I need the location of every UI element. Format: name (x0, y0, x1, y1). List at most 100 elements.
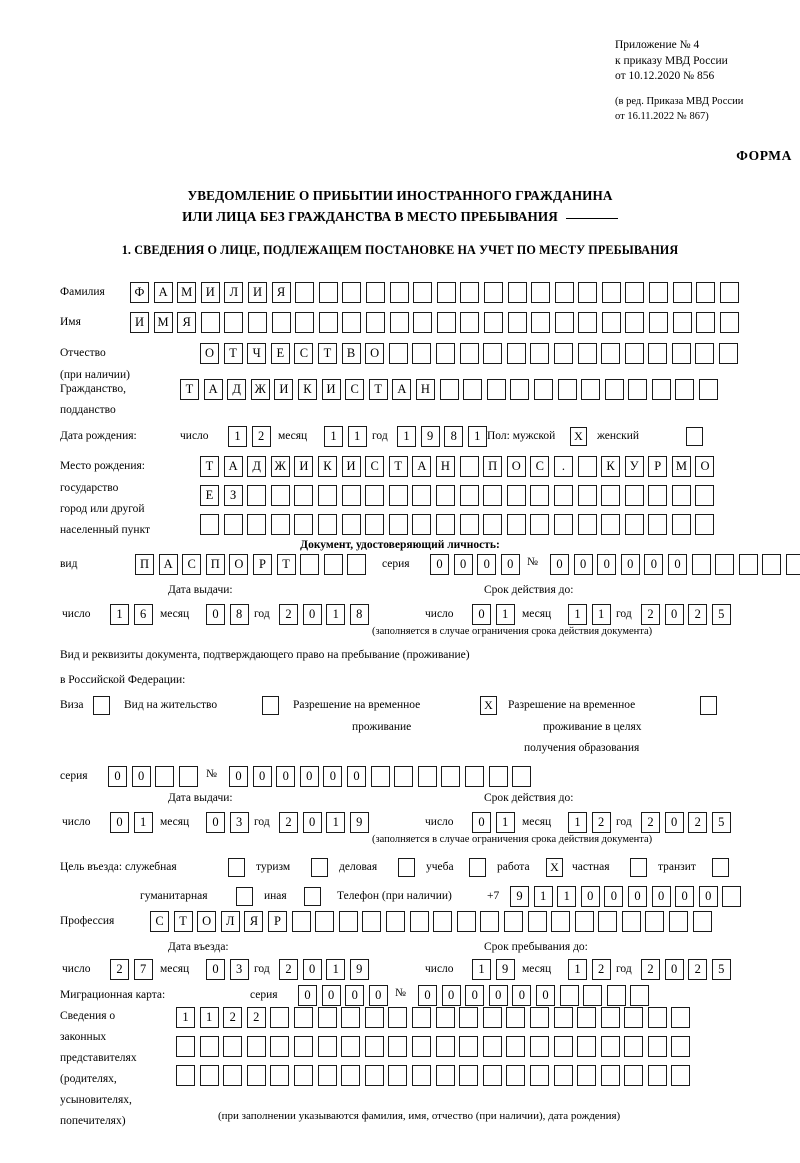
birth-day-boxes-cell[interactable]: 1 (228, 426, 247, 447)
doc-kind-boxes-cell[interactable]: П (135, 554, 154, 575)
visa-checkbox[interactable] (93, 696, 110, 715)
doc-series-boxes-cell[interactable]: 0 (500, 554, 520, 575)
name-boxes-cell[interactable] (460, 312, 480, 333)
birthplace-row-2-boxes-cell[interactable] (247, 485, 267, 506)
birthplace-row-2-boxes-cell[interactable] (671, 485, 691, 506)
migration-card-series-boxes-cell[interactable]: 0 (298, 985, 317, 1006)
birthplace-row-1-boxes-cell[interactable] (577, 456, 597, 477)
stay-year-boxes-cell[interactable]: 5 (711, 959, 731, 980)
surname-boxes-cell[interactable] (483, 282, 503, 303)
legal-rep-row-1-boxes-cell[interactable]: 1 (199, 1007, 219, 1028)
birthplace-row-1-boxes-cell[interactable]: О (506, 456, 526, 477)
birthplace-row-3-boxes-cell[interactable] (695, 514, 715, 535)
name-boxes-cell[interactable] (200, 312, 220, 333)
surname-boxes-cell[interactable]: М (177, 282, 197, 303)
rvp-valid-year-boxes-cell[interactable]: 2 (688, 812, 708, 833)
birthplace-row-1-boxes-cell[interactable]: Р (648, 456, 668, 477)
profession-boxes-cell[interactable] (692, 911, 712, 932)
birthplace-row-1-boxes-cell[interactable]: К (317, 456, 337, 477)
doc-kind-boxes-cell[interactable]: С (182, 554, 202, 575)
doc-issue-year-boxes-cell[interactable]: 2 (279, 604, 298, 625)
name-boxes-cell[interactable]: И (130, 312, 149, 333)
phone-boxes-cell[interactable]: 0 (580, 886, 600, 907)
surname-boxes-cell[interactable] (460, 282, 480, 303)
rvp-issue-year-boxes-cell[interactable]: 0 (302, 812, 322, 833)
migration-card-number-boxes-cell[interactable] (559, 985, 579, 1006)
doc-valid-year-boxes-cell[interactable]: 0 (664, 604, 684, 625)
legal-rep-row-2-boxes-cell[interactable] (435, 1036, 455, 1057)
legal-rep-row-2-boxes-cell[interactable] (388, 1036, 408, 1057)
surname-boxes-cell[interactable]: Ф (130, 282, 149, 303)
legal-rep-row-2-boxes-cell[interactable] (341, 1036, 361, 1057)
surname-boxes-cell[interactable] (672, 282, 692, 303)
surname-boxes-cell[interactable]: Л (224, 282, 244, 303)
profession-boxes-cell[interactable] (598, 911, 618, 932)
name-boxes-cell[interactable] (507, 312, 527, 333)
profession-boxes-cell[interactable] (527, 911, 547, 932)
birthplace-row-2-boxes-cell[interactable] (317, 485, 337, 506)
sex-male-checkbox[interactable]: X (570, 427, 587, 446)
legal-rep-row-3-boxes-cell[interactable] (246, 1065, 266, 1086)
doc-kind-boxes-cell[interactable]: Т (276, 554, 296, 575)
surname-boxes-cell[interactable] (554, 282, 574, 303)
birthplace-row-2-boxes-cell[interactable] (483, 485, 503, 506)
entry-year-boxes-cell[interactable]: 2 (279, 959, 298, 980)
legal-rep-row-2-boxes-cell[interactable] (671, 1036, 691, 1057)
phone-boxes-cell[interactable]: 9 (510, 886, 529, 907)
purpose-business-checkbox[interactable] (398, 858, 415, 877)
migration-card-number-boxes-cell[interactable]: 0 (418, 985, 437, 1006)
legal-rep-row-2-boxes-cell[interactable] (459, 1036, 479, 1057)
phone-boxes-cell[interactable]: 0 (604, 886, 624, 907)
migration-card-number-boxes-cell[interactable] (606, 985, 626, 1006)
birthplace-row-3-boxes-cell[interactable] (483, 514, 503, 535)
patronymic-boxes-cell[interactable] (624, 343, 644, 364)
legal-rep-row-1-boxes-cell[interactable] (341, 1007, 361, 1028)
birthplace-row-3-boxes-cell[interactable] (577, 514, 597, 535)
rvp-valid-year-boxes-cell[interactable]: 5 (711, 812, 731, 833)
legal-rep-row-3-boxes-cell[interactable] (199, 1065, 219, 1086)
surname-boxes-cell[interactable] (649, 282, 669, 303)
profession-boxes-cell[interactable] (574, 911, 594, 932)
birthplace-row-3-boxes-cell[interactable] (412, 514, 432, 535)
entry-year-boxes-cell[interactable]: 0 (302, 959, 322, 980)
surname-boxes-cell[interactable] (389, 282, 409, 303)
phone-boxes-cell[interactable]: 0 (675, 886, 695, 907)
name-boxes-cell[interactable]: Я (177, 312, 197, 333)
doc-kind-boxes-cell[interactable]: О (229, 554, 249, 575)
legal-rep-row-2-boxes[interactable] (176, 1036, 691, 1057)
doc-valid-year-boxes-cell[interactable]: 5 (711, 604, 731, 625)
profession-boxes-cell[interactable]: Р (267, 911, 287, 932)
legal-rep-row-3-boxes-cell[interactable] (553, 1065, 573, 1086)
surname-boxes-cell[interactable] (719, 282, 739, 303)
name-boxes-cell[interactable] (554, 312, 574, 333)
birthplace-row-3-boxes-cell[interactable] (270, 514, 290, 535)
legal-rep-row-3-boxes-cell[interactable] (482, 1065, 502, 1086)
legal-rep-row-1-boxes-cell[interactable] (600, 1007, 620, 1028)
rvp-number-boxes-cell[interactable]: 0 (276, 766, 296, 787)
rvp-number-boxes-cell[interactable]: 0 (323, 766, 343, 787)
rvp-series-boxes-cell[interactable] (178, 766, 198, 787)
birthplace-row-2-boxes-cell[interactable] (648, 485, 668, 506)
purpose-humanitarian-checkbox[interactable] (236, 887, 253, 906)
legal-rep-row-1-boxes-cell[interactable] (459, 1007, 479, 1028)
profession-boxes-cell[interactable] (362, 911, 382, 932)
residence-permit-checkbox[interactable] (262, 696, 279, 715)
doc-issue-day-boxes-cell[interactable]: 6 (133, 604, 153, 625)
legal-rep-row-1-boxes-cell[interactable]: 1 (176, 1007, 195, 1028)
rvp-issue-month-boxes-cell[interactable]: 0 (206, 812, 225, 833)
birthplace-row-2-boxes-cell[interactable] (459, 485, 479, 506)
migration-card-series-boxes-cell[interactable]: 0 (321, 985, 341, 1006)
birth-year-boxes-cell[interactable]: 8 (444, 426, 464, 447)
patronymic-boxes-cell[interactable]: С (294, 343, 314, 364)
profession-boxes-cell[interactable] (551, 911, 571, 932)
legal-rep-row-2-boxes-cell[interactable] (482, 1036, 502, 1057)
profession-boxes-cell[interactable] (669, 911, 689, 932)
phone-boxes-cell[interactable]: 0 (698, 886, 718, 907)
birthplace-row-3-boxes-cell[interactable] (435, 514, 455, 535)
legal-rep-row-1-boxes-cell[interactable] (529, 1007, 549, 1028)
birth-day-boxes-cell[interactable]: 2 (251, 426, 271, 447)
